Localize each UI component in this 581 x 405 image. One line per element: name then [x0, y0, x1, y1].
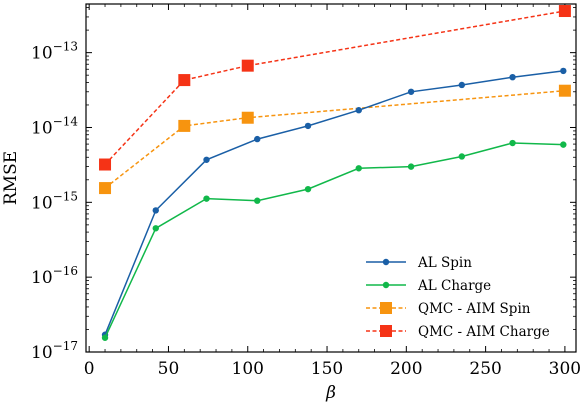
data-point-circle	[152, 207, 159, 214]
legend: AL Spin AL Charge QMC - AIM Spin QMC - AIM …	[366, 255, 550, 340]
legend-label: QMC - AIM Spin	[418, 301, 531, 317]
y-tick-label: 10−14	[31, 114, 78, 138]
y-tick-label: 10−17	[31, 339, 78, 363]
legend-label: AL Spin	[417, 255, 472, 271]
data-point-circle	[304, 122, 312, 130]
series-al-spin	[101, 67, 567, 338]
y-axis-label: RMSE	[1, 151, 21, 205]
data-point-square	[558, 5, 571, 18]
x-tick-label: 50	[158, 359, 180, 379]
data-point-circle	[407, 88, 415, 95]
legend-marker-square	[380, 325, 392, 337]
data-point-square	[241, 59, 254, 72]
data-point-circle	[560, 67, 567, 75]
x-tick-label: 200	[390, 359, 422, 379]
data-point-square	[99, 158, 112, 171]
data-point-circle	[355, 165, 362, 172]
data-point-circle	[509, 139, 516, 147]
data-point-circle	[407, 163, 415, 170]
legend-label: AL Charge	[417, 278, 491, 294]
data-point-circle	[101, 334, 109, 341]
data-point-circle	[355, 107, 362, 114]
data-point-circle	[509, 73, 516, 81]
x-tick-label: 150	[311, 359, 343, 379]
series-qmc-aim-charge	[99, 5, 571, 171]
data-point-circle	[254, 135, 261, 143]
series-line-qmc-aim-spin	[104, 89, 565, 189]
data-point-circle	[458, 153, 466, 160]
legend-marker-circle	[382, 258, 390, 266]
series-line-al-spin	[104, 70, 564, 336]
data-point-square	[178, 119, 191, 132]
plot-frame	[85, 3, 577, 353]
data-point-square	[178, 74, 191, 87]
x-tick-label: 300	[549, 359, 581, 379]
x-tick-label: 0	[84, 359, 95, 379]
legend-marker-circle	[382, 281, 390, 289]
series-layer	[99, 5, 571, 341]
series-al-charge	[101, 139, 567, 341]
series-line-qmc-aim-charge	[104, 10, 566, 166]
y-tick-label: 10−16	[31, 264, 78, 288]
legend-item-al-spin: AL Spin	[366, 255, 472, 271]
data-point-circle	[152, 225, 159, 232]
legend-item-al-charge: AL Charge	[366, 278, 491, 294]
y-tick-label: 10−15	[31, 189, 78, 213]
y-tick-label: 10−13	[31, 40, 78, 64]
x-axis-label: β	[325, 383, 336, 403]
legend-item-qmc-aim-spin: QMC - AIM Spin	[366, 301, 531, 317]
series-line-al-charge	[104, 142, 564, 339]
legend-marker-square	[380, 302, 392, 314]
data-point-square	[558, 84, 571, 97]
legend-label: QMC - AIM Charge	[418, 324, 550, 340]
plot-border	[85, 3, 577, 353]
data-point-square	[241, 111, 254, 124]
data-point-circle	[560, 141, 567, 148]
axis-ticks: 0 50 100 150 200 250 300 10−17 10−16 10−15 10−14 10…	[31, 4, 581, 379]
data-point-circle	[304, 185, 312, 193]
x-tick-label: 100	[232, 359, 264, 379]
data-point-square	[99, 182, 112, 195]
legend-item-qmc-aim-charge: QMC - AIM Charge	[366, 324, 550, 340]
data-point-circle	[458, 81, 466, 89]
data-point-circle	[203, 156, 210, 163]
x-tick-label: 250	[469, 359, 501, 379]
series-qmc-aim-spin	[99, 84, 571, 195]
data-point-circle	[254, 197, 261, 204]
data-point-circle	[203, 195, 210, 202]
